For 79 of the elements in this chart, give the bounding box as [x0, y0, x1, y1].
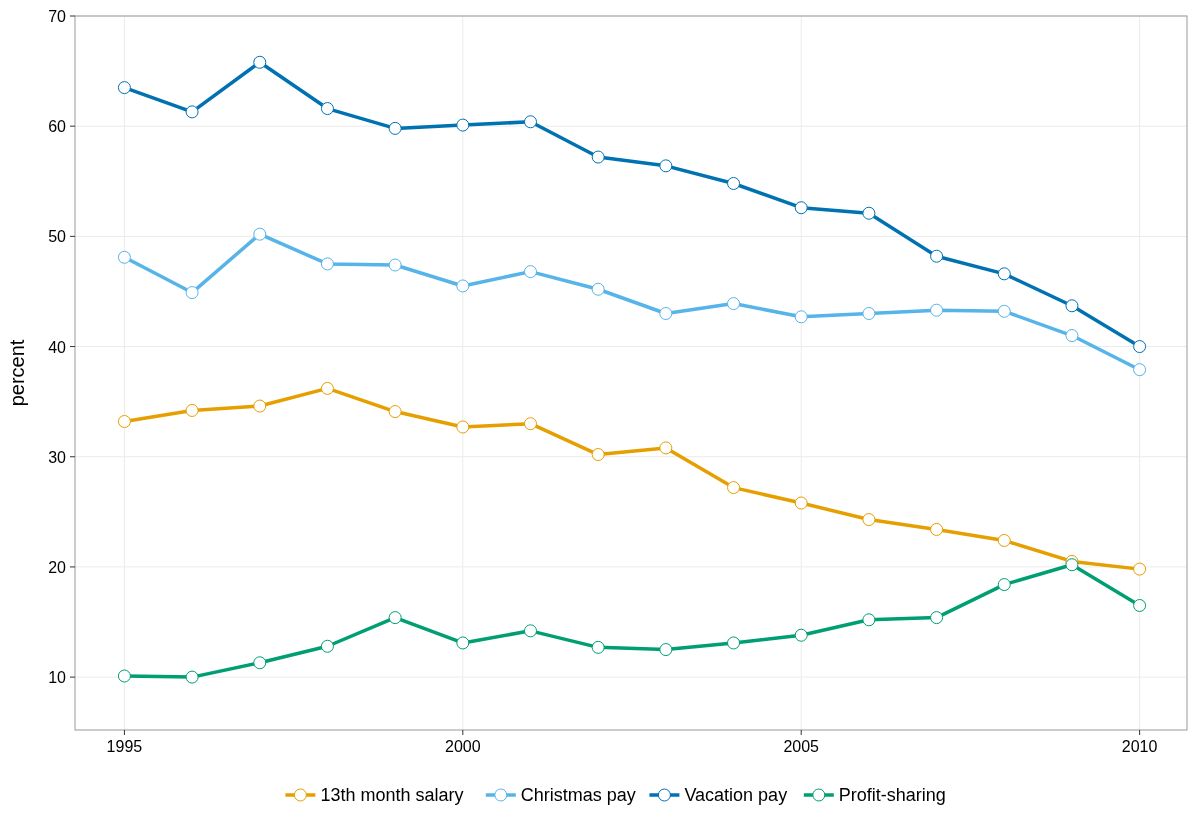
point	[727, 176, 741, 190]
y-tick-label: 10	[48, 669, 67, 687]
point	[320, 102, 334, 116]
legend-label: Profit-sharing	[838, 785, 946, 805]
y-tick-label: 20	[48, 558, 67, 576]
point	[794, 310, 808, 324]
point	[388, 611, 402, 625]
x-tick-label: 2000	[445, 738, 481, 755]
x-tick-label: 2005	[783, 738, 820, 755]
point	[727, 297, 741, 311]
point	[930, 249, 944, 263]
point	[997, 533, 1011, 547]
point	[930, 611, 944, 625]
point	[320, 257, 334, 271]
point	[997, 267, 1011, 281]
point	[659, 643, 673, 657]
y-tick-label: 60	[48, 118, 67, 136]
point	[253, 399, 267, 413]
point	[253, 656, 267, 670]
point	[388, 258, 402, 272]
point	[117, 669, 131, 683]
point	[591, 448, 605, 462]
point	[1133, 562, 1147, 576]
point	[659, 441, 673, 455]
point	[930, 303, 944, 317]
y-tick-label: 50	[48, 228, 67, 246]
point	[997, 304, 1011, 318]
y-tick-label: 30	[48, 448, 67, 466]
point	[456, 636, 470, 650]
point	[185, 286, 199, 300]
point	[591, 640, 605, 654]
legend-label: Christmas pay	[520, 785, 636, 805]
point	[117, 414, 131, 428]
point	[1065, 558, 1079, 572]
point	[185, 105, 199, 119]
legend-label: 13th month salary	[320, 785, 464, 805]
point	[1133, 598, 1147, 612]
point	[388, 405, 402, 419]
point	[185, 670, 199, 684]
point	[727, 481, 741, 495]
point	[862, 307, 876, 320]
point	[523, 265, 537, 279]
point	[320, 639, 334, 653]
point	[997, 578, 1011, 592]
point	[117, 81, 131, 95]
point	[456, 118, 470, 132]
point	[523, 115, 537, 129]
point	[930, 522, 944, 536]
legend-label: Vacation pay	[684, 785, 788, 805]
point	[1133, 340, 1147, 354]
point	[591, 150, 605, 164]
point	[659, 159, 673, 173]
y-axis-title: percent	[6, 339, 28, 407]
point	[794, 201, 808, 215]
point	[727, 636, 741, 650]
y-tick-label: 70	[48, 8, 67, 25]
point	[1065, 329, 1079, 343]
point	[320, 381, 334, 395]
point	[1133, 363, 1147, 377]
point	[456, 279, 470, 293]
point	[862, 513, 876, 527]
point	[591, 282, 605, 296]
point	[862, 206, 876, 220]
point	[523, 624, 537, 638]
point	[185, 403, 199, 417]
point	[117, 250, 131, 264]
point	[794, 628, 808, 642]
point	[523, 417, 537, 431]
point	[794, 496, 808, 510]
point	[456, 420, 470, 434]
x-tick-label: 2010	[1121, 738, 1158, 755]
point	[388, 121, 402, 135]
point	[659, 307, 673, 320]
point	[862, 613, 876, 627]
point	[253, 227, 267, 241]
point	[253, 55, 267, 69]
point	[1065, 299, 1079, 313]
y-tick-label: 40	[48, 338, 67, 356]
x-tick-label: 1995	[106, 738, 143, 755]
